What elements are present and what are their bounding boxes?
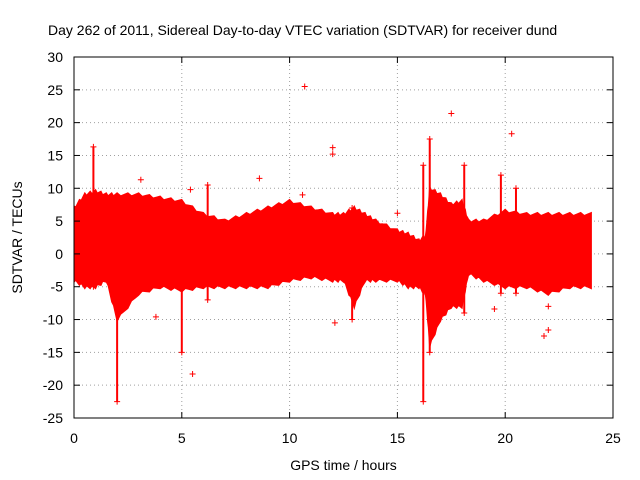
y-tick-label: -5 <box>51 279 64 295</box>
y-tick-label: -15 <box>43 344 63 360</box>
spike-marker-low <box>461 309 468 316</box>
outlier-point <box>299 191 306 198</box>
spike-marker-low <box>178 349 185 356</box>
spike-marker-low <box>349 316 356 323</box>
axis-ticks: 0 5 10 15 20 25 -25 -20 -15 -10 -5 0 5 10 15 20 25 30 <box>43 49 621 446</box>
spike-marker-high <box>114 218 121 225</box>
outlier-point <box>137 176 144 183</box>
outlier-point <box>508 130 515 137</box>
data-series <box>73 83 592 405</box>
spike-marker-high <box>420 162 427 169</box>
outlier-point <box>448 110 455 117</box>
spike-marker-high <box>178 218 185 225</box>
y-tick-label: 10 <box>47 180 63 196</box>
outlier-point <box>301 83 308 90</box>
outlier-point <box>256 175 263 182</box>
plot-frame <box>73 56 614 419</box>
outlier-point <box>152 313 159 320</box>
spike-marker-high <box>90 143 97 150</box>
spike-marker-low <box>114 398 121 405</box>
outlier-point <box>329 151 336 158</box>
outlier-point <box>189 371 196 378</box>
y-tick-label: 30 <box>47 49 63 65</box>
spike-marker-low <box>204 296 211 303</box>
x-tick-label: 10 <box>282 430 298 446</box>
spike-marker-low <box>90 283 97 290</box>
x-tick-label: 5 <box>178 430 186 446</box>
x-tick-label: 20 <box>497 430 513 446</box>
spike-marker-high <box>426 136 433 143</box>
spike-marker-high <box>349 204 356 211</box>
x-tick-label: 15 <box>390 430 406 446</box>
y-tick-label: 5 <box>55 213 63 229</box>
y-tick-label: 25 <box>47 82 63 98</box>
spike-marker-low <box>426 349 433 356</box>
spike-marker-high <box>204 181 211 188</box>
outlier-point <box>541 332 548 339</box>
y-axis-label: SDTVAR / TECUs <box>9 181 25 293</box>
y-tick-label: -20 <box>43 377 63 393</box>
spike-marker-high <box>497 172 504 179</box>
outlier-point <box>394 210 401 217</box>
x-tick-label: 0 <box>70 430 78 446</box>
outlier-point <box>329 144 336 151</box>
spike-marker-high <box>512 185 519 192</box>
outlier-point <box>187 186 194 193</box>
outlier-point <box>545 327 552 334</box>
x-tick-label: 25 <box>605 430 621 446</box>
y-tick-label: -25 <box>43 410 63 426</box>
x-axis-label: GPS time / hours <box>290 457 397 473</box>
outlier-point <box>491 306 498 313</box>
y-tick-label: 15 <box>47 147 63 163</box>
y-tick-label: 0 <box>55 246 63 262</box>
spike-marker-low <box>420 398 427 405</box>
spike-marker-low <box>512 290 519 297</box>
chart-title: Day 262 of 2011, Sidereal Day-to-day VTE… <box>48 22 557 38</box>
spike-marker-low <box>497 290 504 297</box>
outlier-point <box>545 303 552 310</box>
y-tick-label: -10 <box>43 312 63 328</box>
sdtvar-band <box>73 186 592 348</box>
spike-marker-high <box>461 162 468 169</box>
y-tick-label: 20 <box>47 115 63 131</box>
outlier-point <box>331 319 338 326</box>
